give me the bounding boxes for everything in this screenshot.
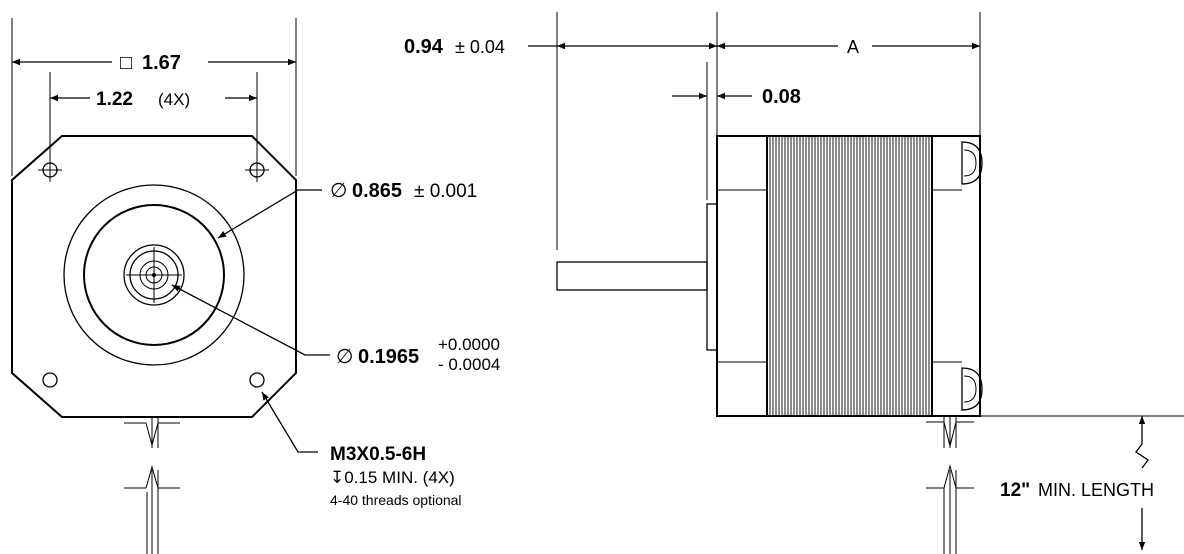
- shaft-diameter-label: 0.1965: [358, 346, 419, 368]
- side-view: [528, 12, 1184, 554]
- mount-hole-bottom-right: [249, 372, 265, 388]
- pilot-leader: [217, 189, 322, 239]
- pilot-boss: [83, 204, 225, 346]
- mount-hole-top-right: [245, 158, 269, 182]
- shaft-leader: [171, 284, 330, 356]
- square-dim-label: 1.67: [142, 52, 181, 74]
- pilot-diameter-label: 0.865: [352, 180, 402, 202]
- thread-leader: [261, 391, 318, 453]
- shaft-diameter-symbol: ∅: [336, 346, 353, 368]
- square-symbol: □: [120, 52, 132, 74]
- shaft-tol-minus: - 0.0004: [438, 355, 500, 374]
- side-lead-wires: [926, 416, 974, 554]
- hole-spacing-label: 1.22: [96, 89, 133, 110]
- front-lead-wires: [124, 418, 180, 554]
- shaft-outer: [123, 244, 185, 306]
- length-a-label: A: [847, 37, 859, 57]
- shaft-tol-plus: +0.0000: [438, 335, 500, 354]
- rear-screw-top: [961, 141, 983, 185]
- pilot-tolerance: ± 0.001: [414, 181, 477, 202]
- lead-length-text: MIN. LENGTH: [1038, 480, 1154, 500]
- front-flange: [716, 135, 768, 417]
- shaft-length-label: 0.94: [404, 36, 444, 58]
- thread-depth-label: ↧0.15 MIN. (4X): [330, 468, 455, 487]
- mount-hole-bottom-left: [42, 372, 58, 388]
- hole-spacing-qty: (4X): [158, 90, 190, 109]
- stator-laminations: [769, 137, 930, 415]
- lead-dim-break: [1135, 443, 1149, 469]
- motor-shaft: [556, 261, 708, 291]
- thread-note: 4-40 threads optional: [330, 492, 462, 508]
- rear-cap: [931, 135, 981, 417]
- shaft-length-tol: ± 0.04: [455, 37, 505, 57]
- pilot-outer-ring: [63, 184, 245, 366]
- rear-screw-bottom: [961, 367, 983, 411]
- stator-body: [766, 135, 933, 417]
- front-view: [11, 18, 330, 554]
- thread-spec-label: M3X0.5-6H: [330, 444, 426, 465]
- pilot-depth-label: 0.08: [762, 86, 801, 108]
- motor-face-outline: [11, 135, 297, 418]
- pilot-diameter-symbol: ∅: [330, 180, 347, 202]
- lead-length-value: 12": [1000, 480, 1030, 501]
- pilot-boss-side: [706, 203, 718, 351]
- mount-hole-top-left: [38, 158, 62, 182]
